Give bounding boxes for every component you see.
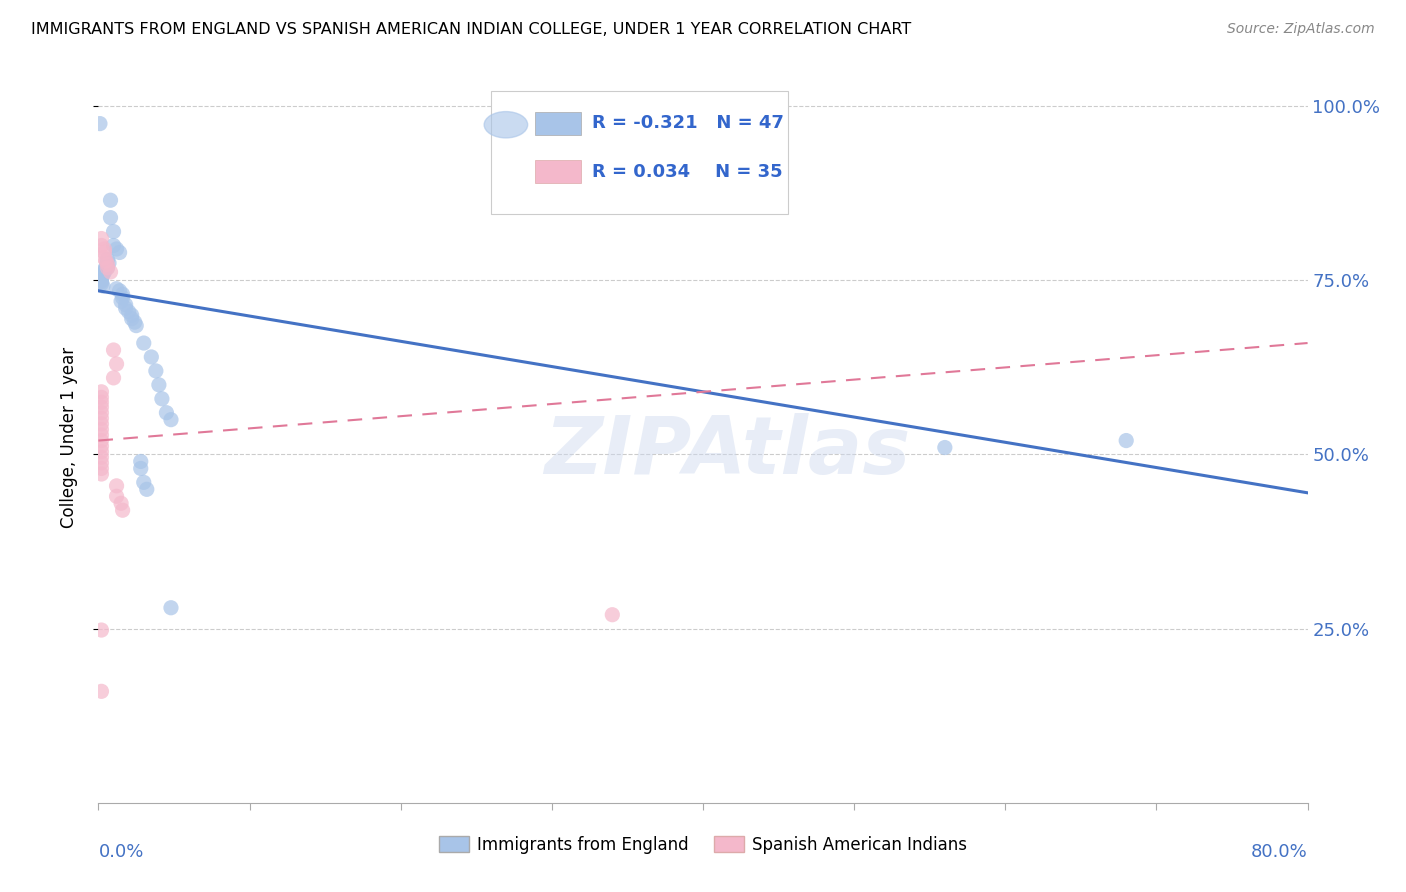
Point bbox=[1115, 434, 1137, 448]
Point bbox=[129, 461, 152, 475]
Point bbox=[145, 364, 167, 378]
Point bbox=[90, 275, 112, 289]
Text: IMMIGRANTS FROM ENGLAND VS SPANISH AMERICAN INDIAN COLLEGE, UNDER 1 YEAR CORRELA: IMMIGRANTS FROM ENGLAND VS SPANISH AMERI… bbox=[31, 22, 911, 37]
Point bbox=[108, 245, 131, 260]
Point bbox=[90, 395, 112, 409]
Point bbox=[90, 406, 112, 420]
Point bbox=[160, 412, 183, 426]
Point bbox=[90, 390, 112, 404]
Point bbox=[90, 450, 112, 465]
Point bbox=[93, 242, 115, 256]
Circle shape bbox=[484, 112, 527, 138]
Point bbox=[132, 336, 155, 351]
Point bbox=[93, 263, 115, 277]
Point bbox=[100, 211, 122, 225]
Point bbox=[90, 400, 112, 414]
Y-axis label: College, Under 1 year: College, Under 1 year bbox=[59, 346, 77, 528]
Point bbox=[602, 607, 624, 622]
Point bbox=[90, 623, 112, 637]
Point bbox=[90, 444, 112, 458]
Point bbox=[90, 231, 112, 245]
Point bbox=[90, 270, 112, 285]
Point bbox=[111, 503, 134, 517]
Point bbox=[90, 684, 112, 698]
Point bbox=[150, 392, 173, 406]
Point bbox=[121, 311, 143, 326]
Point bbox=[90, 417, 112, 431]
Point bbox=[105, 357, 128, 371]
Text: R = -0.321   N = 47: R = -0.321 N = 47 bbox=[592, 114, 783, 132]
Text: 80.0%: 80.0% bbox=[1251, 843, 1308, 861]
Point bbox=[90, 439, 112, 453]
Point bbox=[105, 479, 128, 493]
Point bbox=[90, 461, 112, 475]
Point bbox=[135, 483, 157, 497]
Point bbox=[90, 273, 112, 287]
Point bbox=[96, 257, 118, 271]
Point bbox=[108, 284, 131, 298]
Point bbox=[129, 454, 152, 468]
Point bbox=[94, 260, 117, 274]
Text: 0.0%: 0.0% bbox=[98, 843, 143, 861]
Point bbox=[114, 301, 136, 316]
Point bbox=[90, 269, 112, 284]
Point bbox=[91, 279, 114, 293]
Point bbox=[105, 282, 128, 296]
Point bbox=[93, 245, 115, 260]
Point bbox=[93, 265, 115, 279]
Point bbox=[100, 265, 122, 279]
Point bbox=[103, 343, 125, 357]
Point bbox=[934, 441, 956, 455]
Point bbox=[90, 434, 112, 448]
Point bbox=[155, 406, 177, 420]
Point bbox=[103, 371, 125, 385]
Point bbox=[94, 253, 117, 268]
Text: Source: ZipAtlas.com: Source: ZipAtlas.com bbox=[1227, 22, 1375, 37]
Point bbox=[125, 318, 148, 333]
Point bbox=[110, 294, 132, 309]
Point bbox=[114, 298, 136, 312]
Point bbox=[90, 467, 112, 481]
Point bbox=[90, 384, 112, 399]
FancyBboxPatch shape bbox=[492, 91, 787, 214]
Point bbox=[90, 277, 112, 291]
Legend: Immigrants from England, Spanish American Indians: Immigrants from England, Spanish America… bbox=[432, 829, 974, 860]
Point bbox=[103, 225, 125, 239]
Point bbox=[90, 428, 112, 442]
Point bbox=[103, 238, 125, 252]
Point bbox=[90, 238, 112, 252]
Point bbox=[160, 600, 183, 615]
Point bbox=[118, 304, 141, 318]
Point bbox=[96, 260, 118, 275]
Point bbox=[91, 266, 114, 280]
Point bbox=[110, 496, 132, 510]
Point bbox=[90, 411, 112, 425]
Point bbox=[93, 251, 115, 265]
Point bbox=[98, 256, 121, 270]
Point bbox=[105, 489, 128, 503]
Text: ZIPAtlas: ZIPAtlas bbox=[544, 413, 910, 491]
Text: R = 0.034    N = 35: R = 0.034 N = 35 bbox=[592, 162, 782, 180]
Point bbox=[96, 260, 118, 275]
Point bbox=[111, 291, 134, 305]
Point bbox=[124, 315, 146, 329]
Point bbox=[121, 308, 143, 322]
Point bbox=[111, 287, 134, 301]
Point bbox=[90, 456, 112, 470]
Point bbox=[89, 117, 111, 131]
Point bbox=[141, 350, 163, 364]
Point bbox=[90, 422, 112, 436]
FancyBboxPatch shape bbox=[534, 160, 581, 183]
Point bbox=[91, 268, 114, 282]
FancyBboxPatch shape bbox=[534, 112, 581, 135]
Point bbox=[96, 252, 118, 267]
Point bbox=[148, 377, 170, 392]
Point bbox=[105, 242, 128, 256]
Point bbox=[100, 193, 122, 207]
Point bbox=[132, 475, 155, 490]
